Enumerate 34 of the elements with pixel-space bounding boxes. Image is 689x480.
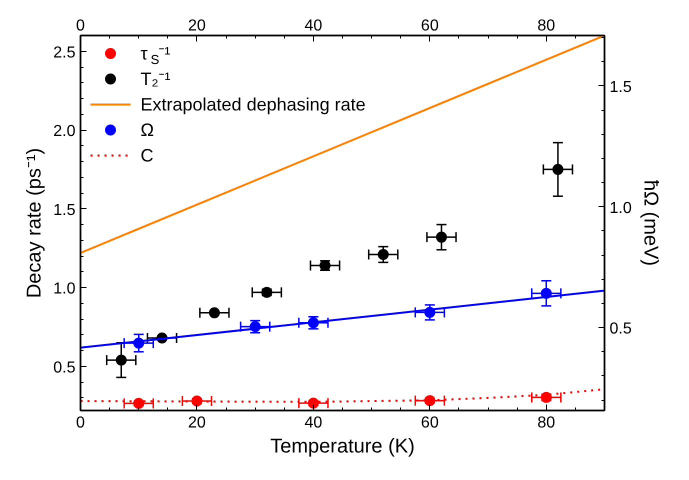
- x-tick-label: 20: [188, 18, 206, 34]
- y2-tick-label: 1.0: [610, 200, 632, 217]
- point: [116, 354, 127, 366]
- point: [436, 232, 447, 243]
- y2-tick-label: 0.5: [610, 320, 632, 338]
- legend-label: Extrapolated dephasing rate: [140, 94, 366, 114]
- point: [552, 164, 564, 175]
- y-tick-label: 1.0: [53, 280, 76, 298]
- y-tick-label: 1.5: [53, 202, 76, 219]
- y-tick-label: 2.5: [53, 44, 76, 62]
- x-tick-label: 80: [537, 18, 556, 34]
- legend-label: Ω: [140, 120, 154, 140]
- x2-tick-label: 60: [420, 414, 439, 432]
- y-tick-label: 0.5: [53, 359, 76, 376]
- y-tick-label: 2.0: [53, 123, 76, 140]
- x2-tick-label: 40: [304, 414, 322, 432]
- x2-tick-label: 20: [188, 414, 206, 432]
- x2-tick-label: 0: [76, 414, 86, 432]
- point: [424, 395, 436, 406]
- point: [208, 307, 220, 318]
- point: [378, 249, 389, 260]
- y2-tick-label: 1.5: [610, 79, 632, 96]
- legend-label: T₂⁻¹: [140, 69, 170, 89]
- x-tick-label: 40: [304, 18, 322, 34]
- x-tick-label: 60: [420, 18, 439, 34]
- point: [308, 398, 319, 409]
- point: [191, 396, 202, 407]
- x-axis-title: Temperature (K): [270, 436, 415, 458]
- y-axis-title: Decay rate (ps⁻¹): [23, 148, 46, 298]
- legend-label: C: [140, 146, 154, 166]
- x-tick-label: 0: [76, 18, 86, 34]
- y2-axis-title: ħΩ (meV): [640, 180, 662, 266]
- x2-tick-label: 80: [537, 414, 556, 432]
- point: [133, 398, 144, 409]
